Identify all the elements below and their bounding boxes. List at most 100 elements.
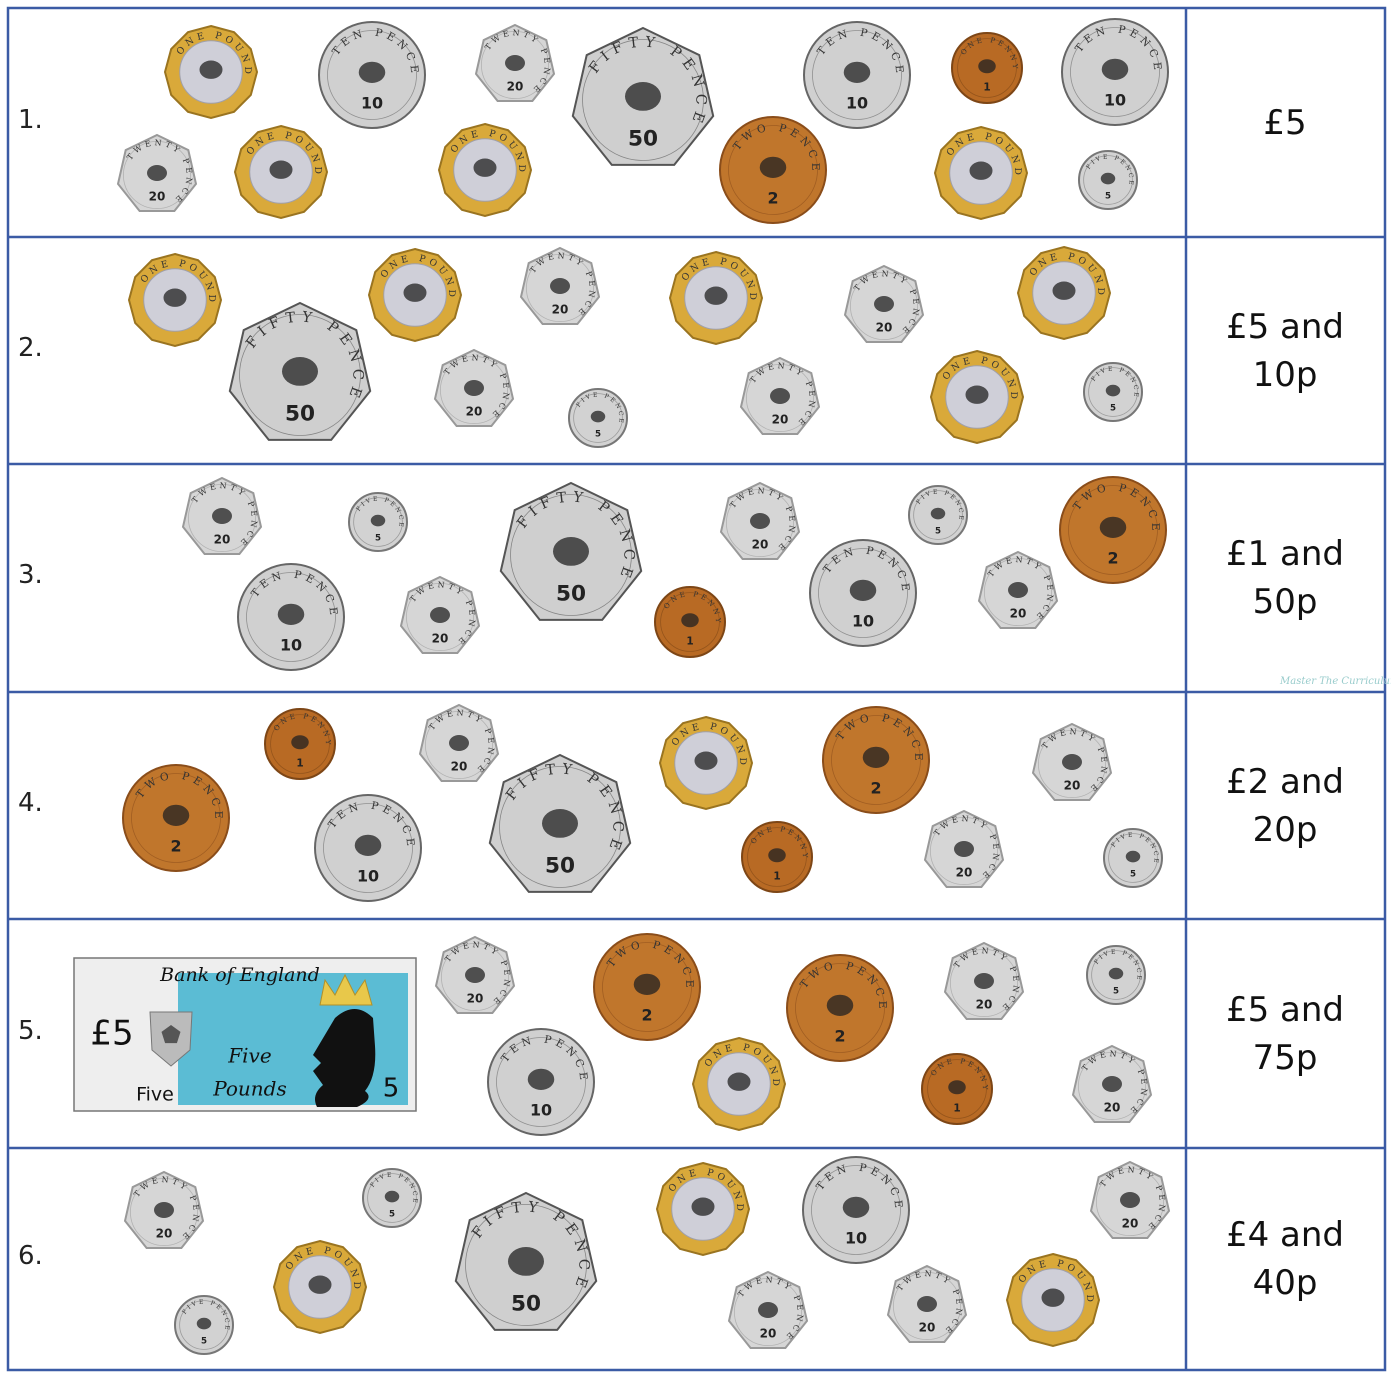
coin-number: 5 <box>201 1336 207 1346</box>
coin-number: 5 <box>595 429 601 439</box>
coin-rim <box>353 497 403 547</box>
coin-number: 10 <box>845 1229 867 1248</box>
note-portrait <box>313 1009 376 1107</box>
coin-emblem <box>969 161 993 180</box>
coin-rim <box>812 30 902 120</box>
row-number: 2. <box>18 332 43 363</box>
coin-emblem <box>370 514 386 527</box>
coin-number: 10 <box>280 636 302 655</box>
coin-emblem <box>704 286 728 305</box>
coin-emblem <box>954 841 974 857</box>
coin-rim <box>1078 1052 1147 1121</box>
coin: ONE POUND <box>272 1239 368 1335</box>
coin: ONE POUND <box>933 125 1029 221</box>
row-number: 1. <box>18 104 43 135</box>
target-amount: £1 and 50p <box>1200 530 1370 626</box>
coin-number: 5 <box>375 533 381 543</box>
coin-number: 20 <box>432 632 449 646</box>
coin-number: 10 <box>357 867 379 886</box>
coin-number: 20 <box>760 1327 777 1341</box>
coin-rim <box>913 490 963 540</box>
coin-rim <box>496 1037 586 1127</box>
coin-rim <box>1091 950 1141 1000</box>
banknote: Bank of England £5 Five Five Pounds 5 <box>73 957 417 1112</box>
coin-emblem <box>974 973 994 989</box>
coin-emblem <box>849 579 877 601</box>
coin-rim <box>510 494 632 616</box>
coin-rim <box>726 488 795 557</box>
coin-emblem <box>449 735 469 751</box>
coin-number: 20 <box>466 405 483 419</box>
coin: ONE POUND <box>655 1161 751 1257</box>
coin-rim <box>499 766 621 888</box>
coin-emblem <box>1062 754 1082 770</box>
amount-text: £1 and 50p <box>1225 534 1345 622</box>
amount-text: £5 <box>1263 102 1307 143</box>
coin-rim <box>424 711 493 780</box>
row-number: 6. <box>18 1241 43 1271</box>
coin-emblem <box>965 385 989 404</box>
coin-number: 5 <box>389 1209 395 1219</box>
coin-number: 1 <box>983 81 990 93</box>
note-value: £5 <box>90 1014 133 1054</box>
coin-number: 20 <box>956 866 973 880</box>
coin-number: 20 <box>752 538 769 552</box>
coin: ONE POUND <box>163 24 259 120</box>
coin-emblem <box>308 1275 332 1294</box>
coin-emblem <box>691 1197 715 1216</box>
coin-emblem <box>291 735 309 750</box>
coin-emblem <box>354 834 382 856</box>
coin-number: 10 <box>852 612 874 631</box>
coin-emblem <box>874 296 894 312</box>
coin-emblem <box>1099 516 1127 538</box>
coin-emblem <box>473 158 497 177</box>
coin-emblem <box>826 994 854 1016</box>
coin: ONE POUND <box>127 252 223 348</box>
coin-rim <box>795 963 885 1053</box>
row-number: 4. <box>18 787 43 818</box>
coin-number: 20 <box>1122 1217 1139 1231</box>
coin-emblem <box>162 804 190 826</box>
coin-emblem <box>1041 1288 1065 1307</box>
coin-rim <box>746 363 815 432</box>
coin-emblem <box>625 82 661 111</box>
coin-emblem <box>1105 384 1121 397</box>
coin-number: 10 <box>1104 91 1126 110</box>
coin-rim <box>893 1272 962 1341</box>
coin-number: 20 <box>876 321 893 335</box>
coin-rim <box>1096 1168 1165 1237</box>
coin-number: 20 <box>552 303 569 317</box>
coin-rim <box>323 803 413 893</box>
coin-rim <box>179 1300 229 1350</box>
note-caption: Five <box>227 1044 271 1068</box>
coin-rim <box>123 140 191 209</box>
coin-rim <box>480 31 549 99</box>
